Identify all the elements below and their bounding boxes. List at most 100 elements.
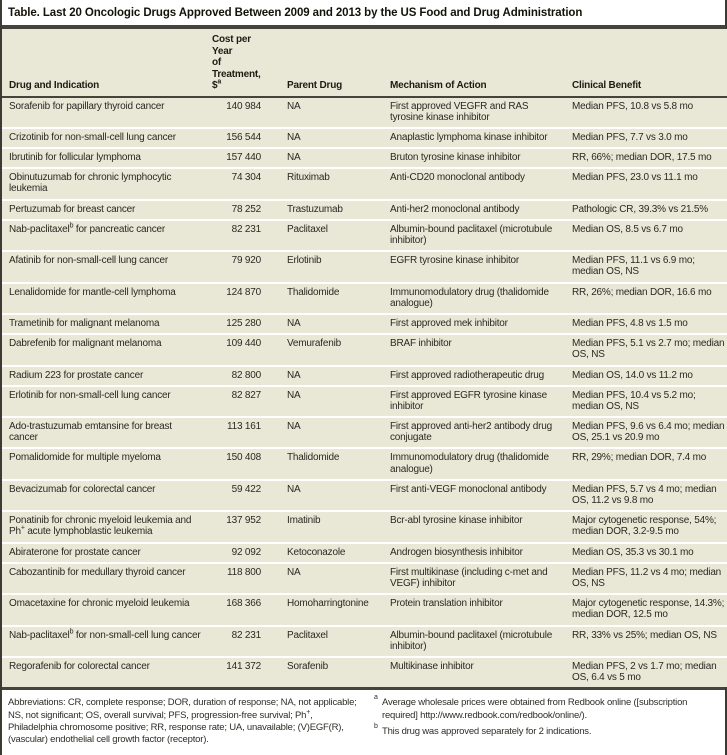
drug-name-text: Radium 223 for prostate cancer xyxy=(9,369,144,381)
table-row: Sorafenib for papillary thyroid cancer 1… xyxy=(2,96,727,129)
cost-value: 168 366 xyxy=(226,598,261,610)
cell-mechanism: Albumin-bound paclitaxel (microtubule in… xyxy=(387,625,569,658)
cell-parent-drug: Thalidomide xyxy=(273,282,387,315)
drug-name-text: Crizotinib for non-small-cell lung cance… xyxy=(9,131,176,143)
cell-parent-drug: NA xyxy=(273,148,387,170)
header-row: Drug and Indication Cost per Year of Tre… xyxy=(2,29,727,98)
cell-mechanism: Protein translation inhibitor xyxy=(387,594,569,627)
footnote-list: a Average wholesale prices were obtained… xyxy=(374,694,719,746)
table-row: Bevacizumab for colorectal cancer 59 422… xyxy=(2,479,727,513)
cell-clinical-benefit: Median PFS, 11.1 vs 6.9 mo; median OS, N… xyxy=(569,251,727,284)
parent-drug-value: Rituximab xyxy=(287,172,330,184)
cell-drug-indication: Nab-paclitaxelb for pancreatic cancer xyxy=(2,219,209,253)
cost-value: 59 422 xyxy=(231,483,262,495)
cost-value: 140 984 xyxy=(226,100,261,112)
cell-drug-indication: Cabozantinib for medullary thyroid cance… xyxy=(2,562,209,596)
cell-parent-drug: Ketoconazole xyxy=(273,542,387,564)
cell-mechanism: Immunomodulatory drug (thalidomide analo… xyxy=(387,282,569,315)
drug-name-text: Lenalidomide for mantle-cell lymphoma xyxy=(9,286,176,298)
cost-value: 92 092 xyxy=(231,546,262,558)
benefit-value: Median PFS, 10.4 vs 5.2 mo; median OS, N… xyxy=(572,389,696,412)
benefit-value: Median PFS, 9.6 vs 6.4 mo; median OS, 25… xyxy=(572,421,725,444)
cell-mechanism: Bcr-abl tyrosine kinase inhibitor xyxy=(387,511,569,544)
drug-name-text: Pomalidomide for multiple myeloma xyxy=(9,452,161,464)
cell-cost: 92 092 xyxy=(209,542,273,564)
mechanism-value: Anti-CD20 monoclonal antibody xyxy=(390,172,525,184)
mechanism-value: BRAF inhibitor xyxy=(390,338,452,350)
cell-drug-indication: Ibrutinib for follicular lymphoma xyxy=(2,148,209,170)
cell-drug-indication: Afatinib for non-small-cell lung cancer xyxy=(2,251,209,284)
cell-parent-drug: Homoharringtonine xyxy=(273,594,387,627)
cell-clinical-benefit: RR, 29%; median DOR, 7.4 mo xyxy=(569,448,727,481)
mechanism-value: First approved radiotherapeutic drug xyxy=(390,369,545,381)
benefit-value: Major cytogenetic response, 54%; median … xyxy=(572,515,717,538)
cell-parent-drug: Erlotinib xyxy=(273,251,387,284)
cost-value: 82 231 xyxy=(231,223,262,235)
benefit-value: Pathologic CR, 39.3% vs 21.5% xyxy=(572,203,708,215)
mechanism-value: First approved VEGFR and RAS tyrosine ki… xyxy=(390,100,529,123)
table-row: Afatinib for non-small-cell lung cancer … xyxy=(2,251,727,284)
table-row: Crizotinib for non-small-cell lung cance… xyxy=(2,127,727,150)
cell-clinical-benefit: Median PFS, 5.7 vs 4 mo; median OS, 11.2… xyxy=(569,479,727,513)
cell-cost: 79 920 xyxy=(209,251,273,284)
mechanism-value: Anaplastic lymphoma kinase inhibitor xyxy=(390,131,548,143)
drug-name-text: Regorafenib for colorectal cancer xyxy=(9,660,150,672)
mechanism-value: First multikinase (including c-met and V… xyxy=(390,566,548,589)
mechanism-value: First approved anti-her2 antibody drug c… xyxy=(390,421,552,444)
cell-cost: 137 952 xyxy=(209,511,273,544)
mechanism-value: Bruton tyrosine kinase inhibitor xyxy=(390,152,521,164)
footnote-a-text: Average wholesale prices were obtained f… xyxy=(382,697,688,721)
drug-name-text: Abiraterone for prostate cancer xyxy=(9,546,141,558)
parent-drug-value: NA xyxy=(287,369,301,381)
parent-drug-value: NA xyxy=(287,131,301,143)
cell-clinical-benefit: RR, 66%; median DOR, 17.5 mo xyxy=(569,148,727,170)
parent-drug-value: Trastuzumab xyxy=(287,203,343,215)
abbreviations-text: Abbreviations: CR, complete response; DO… xyxy=(8,697,357,721)
cell-drug-indication: Obinutuzumab for chronic lymphocytic leu… xyxy=(2,168,209,201)
abbreviations-note: Abbreviations: CR, complete response; DO… xyxy=(8,697,358,746)
cell-drug-indication: Regorafenib for colorectal cancer xyxy=(2,656,209,688)
cost-value: 157 440 xyxy=(226,152,261,164)
cell-clinical-benefit: Median OS, 8.5 vs 6.7 mo xyxy=(569,219,727,253)
benefit-value: Median PFS, 23.0 vs 11.1 mo xyxy=(572,172,698,184)
drug-name-text: Erlotinib for non-small-cell lung cancer xyxy=(9,389,171,401)
parent-drug-value: NA xyxy=(287,483,301,495)
cell-parent-drug: Imatinib xyxy=(273,511,387,544)
mechanism-value: First approved mek inhibitor xyxy=(390,317,508,329)
oncologic-drugs-table: Drug and Indication Cost per Year of Tre… xyxy=(2,29,727,688)
mechanism-value: Anti-her2 monoclonal antibody xyxy=(390,203,520,215)
table-row: Omacetaxine for chronic myeloid leukemia… xyxy=(2,594,727,627)
cell-clinical-benefit: Median PFS, 5.1 vs 2.7 mo; median OS, NS xyxy=(569,334,727,367)
cell-cost: 82 827 xyxy=(209,385,273,419)
cell-cost: 125 280 xyxy=(209,313,273,336)
table-row: Nab-paclitaxelb for pancreatic cancer 82… xyxy=(2,219,727,253)
cell-drug-indication: Sorafenib for papillary thyroid cancer xyxy=(2,96,209,129)
parent-drug-value: NA xyxy=(287,389,301,401)
cost-value: 125 280 xyxy=(226,317,261,329)
cell-clinical-benefit: Median PFS, 4.8 vs 1.5 mo xyxy=(569,313,727,336)
parent-drug-value: Erlotinib xyxy=(287,255,322,267)
table-row: Abiraterone for prostate cancer 92 092 K… xyxy=(2,542,727,564)
cell-cost: 150 408 xyxy=(209,448,273,481)
parent-drug-value: Vemurafenib xyxy=(287,338,341,350)
cell-mechanism: Albumin-bound paclitaxel (microtubule in… xyxy=(387,219,569,253)
benefit-value: Median PFS, 10.8 vs 5.8 mo xyxy=(572,100,693,112)
header-parent-label: Parent Drug xyxy=(287,80,343,91)
parent-drug-value: NA xyxy=(287,421,301,433)
cell-clinical-benefit: Median PFS, 10.4 vs 5.2 mo; median OS, N… xyxy=(569,385,727,419)
parent-drug-value: Thalidomide xyxy=(287,286,340,298)
cell-mechanism: Multikinase inhibitor xyxy=(387,656,569,688)
benefit-value: Median PFS, 5.7 vs 4 mo; median OS, 11.2… xyxy=(572,483,717,506)
cell-clinical-benefit: Median PFS, 7.7 vs 3.0 mo xyxy=(569,127,727,150)
cell-drug-indication: Abiraterone for prostate cancer xyxy=(2,542,209,564)
cell-parent-drug: NA xyxy=(273,313,387,336)
cost-value: 124 870 xyxy=(226,286,261,298)
cell-clinical-benefit: Median PFS, 9.6 vs 6.4 mo; median OS, 25… xyxy=(569,417,727,450)
cell-mechanism: First approved VEGFR and RAS tyrosine ki… xyxy=(387,96,569,129)
mechanism-value: Protein translation inhibitor xyxy=(390,598,503,610)
cell-cost: 140 984 xyxy=(209,96,273,129)
cost-value: 141 372 xyxy=(226,660,261,672)
cell-mechanism: BRAF inhibitor xyxy=(387,334,569,367)
drug-name-text: Pertuzumab for breast cancer xyxy=(9,203,136,215)
drug-name-text: Sorafenib for papillary thyroid cancer xyxy=(9,100,165,112)
